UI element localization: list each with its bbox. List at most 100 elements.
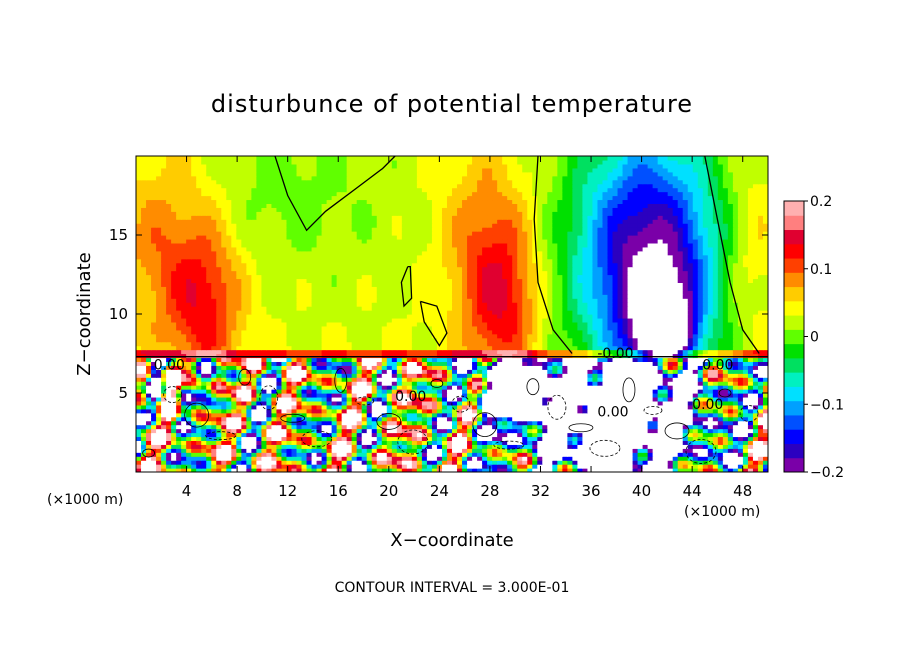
heatmap-cell	[712, 341, 719, 347]
heatmap-field	[136, 156, 768, 472]
heatmap-cell	[547, 393, 553, 398]
heatmap-cell	[482, 385, 488, 390]
heatmap-cell	[527, 345, 533, 351]
heatmap-cell	[361, 448, 368, 453]
heatmap-cell	[567, 381, 573, 386]
heatmap-cell	[697, 349, 704, 355]
heatmap-cell	[552, 321, 558, 327]
heatmap-cell	[406, 400, 413, 406]
heatmap-cell	[416, 440, 423, 445]
heatmap-cell	[181, 424, 187, 430]
heatmap-cell	[201, 369, 207, 374]
heatmap-cell	[251, 329, 257, 335]
heatmap-cell	[752, 396, 759, 402]
heatmap-cell	[386, 456, 393, 461]
heatmap-cell	[141, 385, 147, 390]
heatmap-cell	[316, 464, 323, 469]
heatmap-cell	[722, 393, 729, 398]
heatmap-cell	[612, 468, 619, 472]
heatmap-cell	[742, 400, 749, 406]
heatmap-cell	[431, 369, 438, 374]
heatmap-cell	[206, 385, 212, 390]
heatmap-cell	[612, 333, 619, 339]
heatmap-cell	[401, 337, 408, 343]
heatmap-cell	[762, 424, 768, 430]
heatmap-cell	[547, 408, 553, 414]
heatmap-cell	[652, 456, 659, 461]
heatmap-cell	[406, 381, 413, 386]
heatmap-cell	[241, 357, 247, 362]
heatmap-cell	[752, 400, 759, 406]
heatmap-cell	[206, 452, 212, 457]
heatmap-cell	[607, 357, 614, 362]
heatmap-cell	[657, 373, 664, 378]
heatmap-cell	[421, 460, 428, 465]
heatmap-cell	[507, 436, 513, 441]
heatmap-cell	[411, 314, 418, 319]
heatmap-cell	[161, 337, 167, 343]
heatmap-cell	[431, 357, 438, 362]
heatmap-cell	[687, 428, 694, 434]
heatmap-cell	[607, 464, 614, 469]
heatmap-cell	[657, 329, 664, 335]
heatmap-cell	[171, 381, 177, 386]
heatmap-cell	[742, 361, 749, 366]
heatmap-cell	[487, 314, 493, 319]
heatmap-cell	[647, 365, 654, 370]
heatmap-cell	[201, 396, 207, 402]
heatmap-cell	[391, 349, 398, 355]
heatmap-cell	[607, 408, 614, 414]
heatmap-cell	[256, 440, 262, 445]
heatmap-cell	[391, 448, 398, 453]
heatmap-cell	[326, 400, 333, 406]
heatmap-cell	[527, 460, 533, 465]
heatmap-cell	[672, 385, 679, 390]
heatmap-cell	[376, 440, 383, 445]
heatmap-cell	[231, 448, 237, 453]
heatmap-cell	[201, 436, 207, 441]
heatmap-cell	[672, 345, 679, 351]
heatmap-cell	[717, 468, 724, 472]
heatmap-cell	[371, 325, 378, 331]
heatmap-cell	[722, 428, 729, 434]
heatmap-cell	[587, 317, 594, 323]
heatmap-cell	[707, 436, 714, 441]
heatmap-cell	[366, 361, 373, 366]
heatmap-cell	[687, 452, 694, 457]
heatmap-cell	[276, 432, 283, 438]
heatmap-cell	[522, 420, 528, 426]
heatmap-cell	[622, 369, 629, 374]
heatmap-cell	[697, 385, 704, 390]
heatmap-cell	[446, 361, 453, 366]
heatmap-cell	[642, 428, 649, 434]
heatmap-cell	[426, 432, 433, 438]
heatmap-cell	[226, 353, 232, 359]
heatmap-cell	[271, 420, 278, 426]
heatmap-cell	[747, 377, 754, 382]
heatmap-cell	[431, 345, 438, 351]
heatmap-cell	[161, 381, 167, 386]
heatmap-cell	[356, 389, 363, 394]
heatmap-cell	[241, 404, 247, 410]
heatmap-cell	[186, 377, 192, 382]
heatmap-cell	[301, 321, 308, 327]
heatmap-cell	[542, 325, 548, 331]
heatmap-cell	[321, 412, 328, 418]
heatmap-cell	[171, 361, 177, 366]
heatmap-cell	[497, 385, 503, 390]
heatmap-cell	[196, 440, 202, 445]
heatmap-cell	[181, 396, 187, 402]
heatmap-cell	[281, 337, 288, 343]
heatmap-cell	[331, 464, 338, 469]
heatmap-cell	[171, 408, 177, 414]
heatmap-cell	[652, 325, 659, 331]
heatmap-cell	[737, 404, 744, 410]
heatmap-cell	[632, 408, 639, 414]
heatmap-cell	[256, 428, 262, 434]
heatmap-cell	[502, 345, 508, 351]
heatmap-cell	[537, 452, 543, 457]
heatmap-cell	[592, 393, 599, 398]
heatmap-cell	[687, 321, 694, 327]
heatmap-cell	[271, 365, 278, 370]
heatmap-cell	[477, 385, 483, 390]
